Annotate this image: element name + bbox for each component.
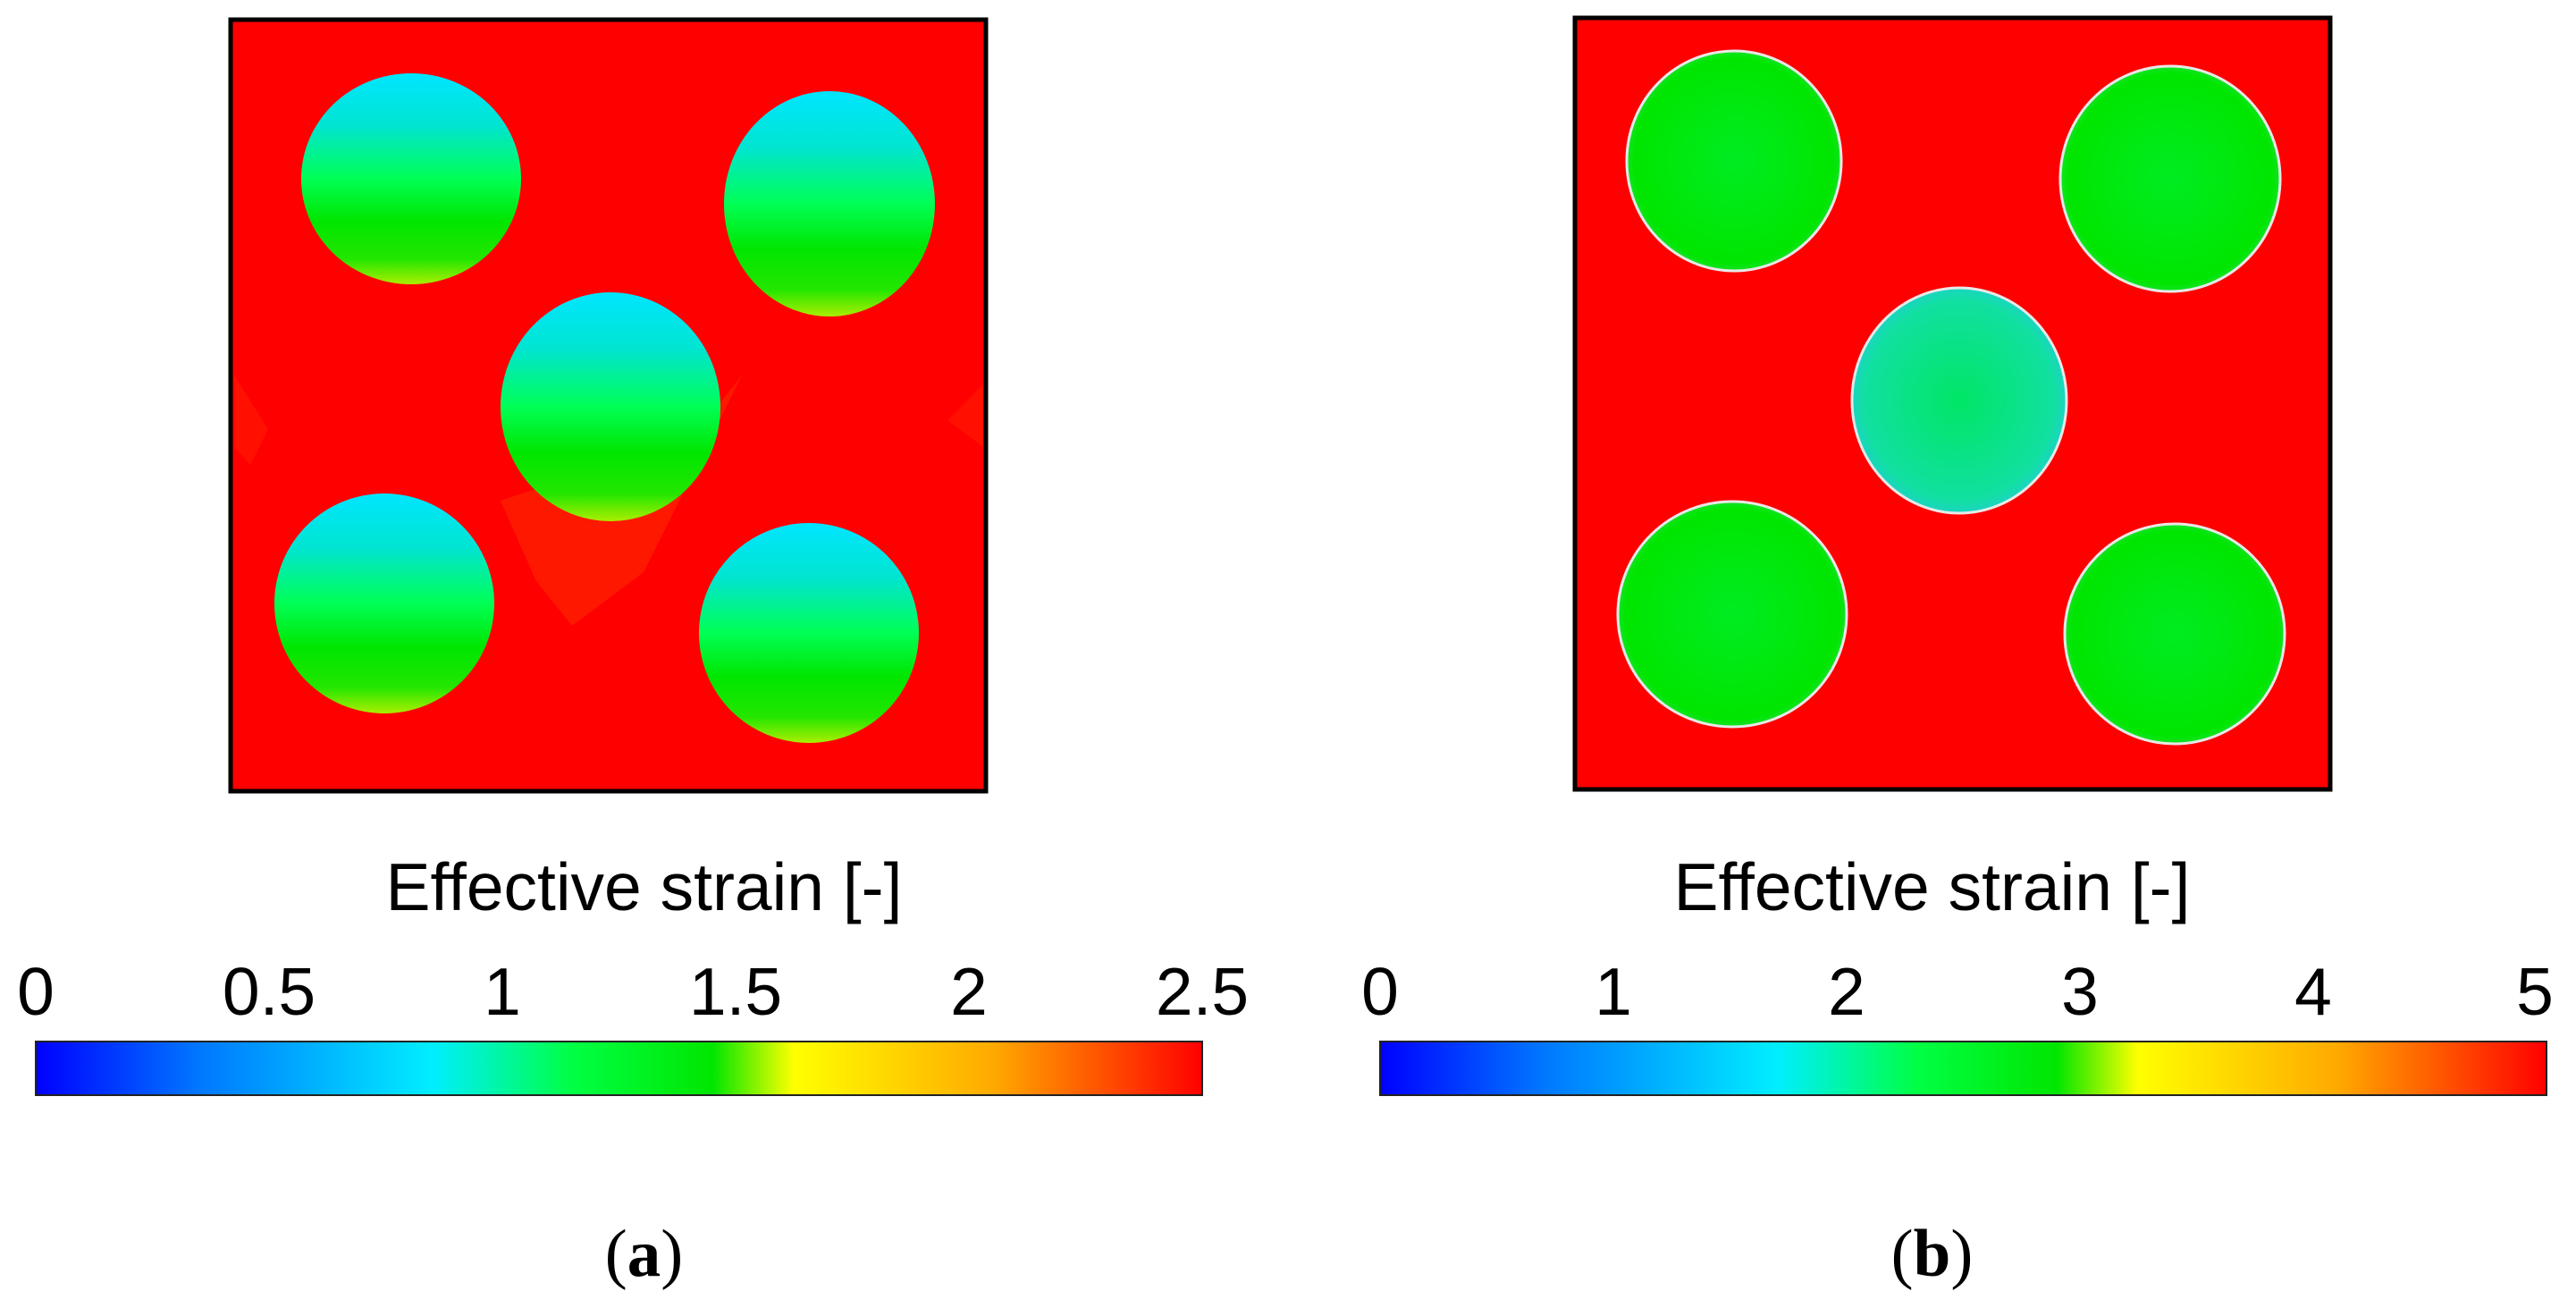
particle-top-left — [301, 73, 521, 284]
colorbar-tick-label: 1 — [1595, 954, 1632, 1029]
particle-top-right — [2058, 64, 2282, 293]
particle-top-left — [1625, 49, 1843, 273]
particle-center — [1850, 286, 2068, 515]
particle-bottom-left — [274, 493, 494, 713]
particle-center — [501, 292, 720, 521]
particle-bottom-right — [699, 523, 919, 743]
particle-bottom-left — [1616, 500, 1848, 729]
colorbar-tick-label: 0 — [1361, 954, 1399, 1029]
colorbar — [35, 1041, 1203, 1096]
colorbar-tick-label: 1.5 — [688, 954, 783, 1029]
colorbar-tick-label: 0.5 — [222, 954, 316, 1029]
matrix-shear-band — [234, 375, 268, 465]
colorbar-tick-label: 5 — [2516, 954, 2554, 1029]
panel-b-figure — [1379, 15, 2547, 1096]
colorbar — [1379, 1041, 2547, 1096]
colorbar-tick-label: 2 — [1828, 954, 1865, 1029]
colorbar-tick-label: 0 — [17, 954, 55, 1029]
colorbar-tick-label: 3 — [2061, 954, 2099, 1029]
panel-b: Effective strain [-] 0 1 2 3 4 5 (b) — [1288, 0, 2576, 1299]
colorbar-title: Effective strain [-] — [385, 849, 903, 924]
panel-a-figure — [35, 17, 1203, 1096]
plot-frame — [228, 17, 989, 794]
panel-label-b: (b) — [1890, 1217, 1974, 1291]
matrix-shear-band — [947, 384, 983, 447]
colorbar-tick-label: 2 — [950, 954, 988, 1029]
panel-a: Effective strain [-] 0 0.5 1 1.5 2 2.5 (… — [17, 17, 1249, 1291]
colorbar-tick-label: 1 — [484, 954, 521, 1029]
panel-label-a: (a) — [604, 1217, 684, 1291]
colorbar-tick-label: 4 — [2294, 954, 2332, 1029]
particle-bottom-right — [2063, 522, 2286, 746]
plot-frame — [1572, 15, 2333, 792]
particle-top-right — [724, 91, 935, 316]
colorbar-title: Effective strain [-] — [1673, 849, 2191, 924]
colorbar-tick-label: 2.5 — [1155, 954, 1250, 1029]
